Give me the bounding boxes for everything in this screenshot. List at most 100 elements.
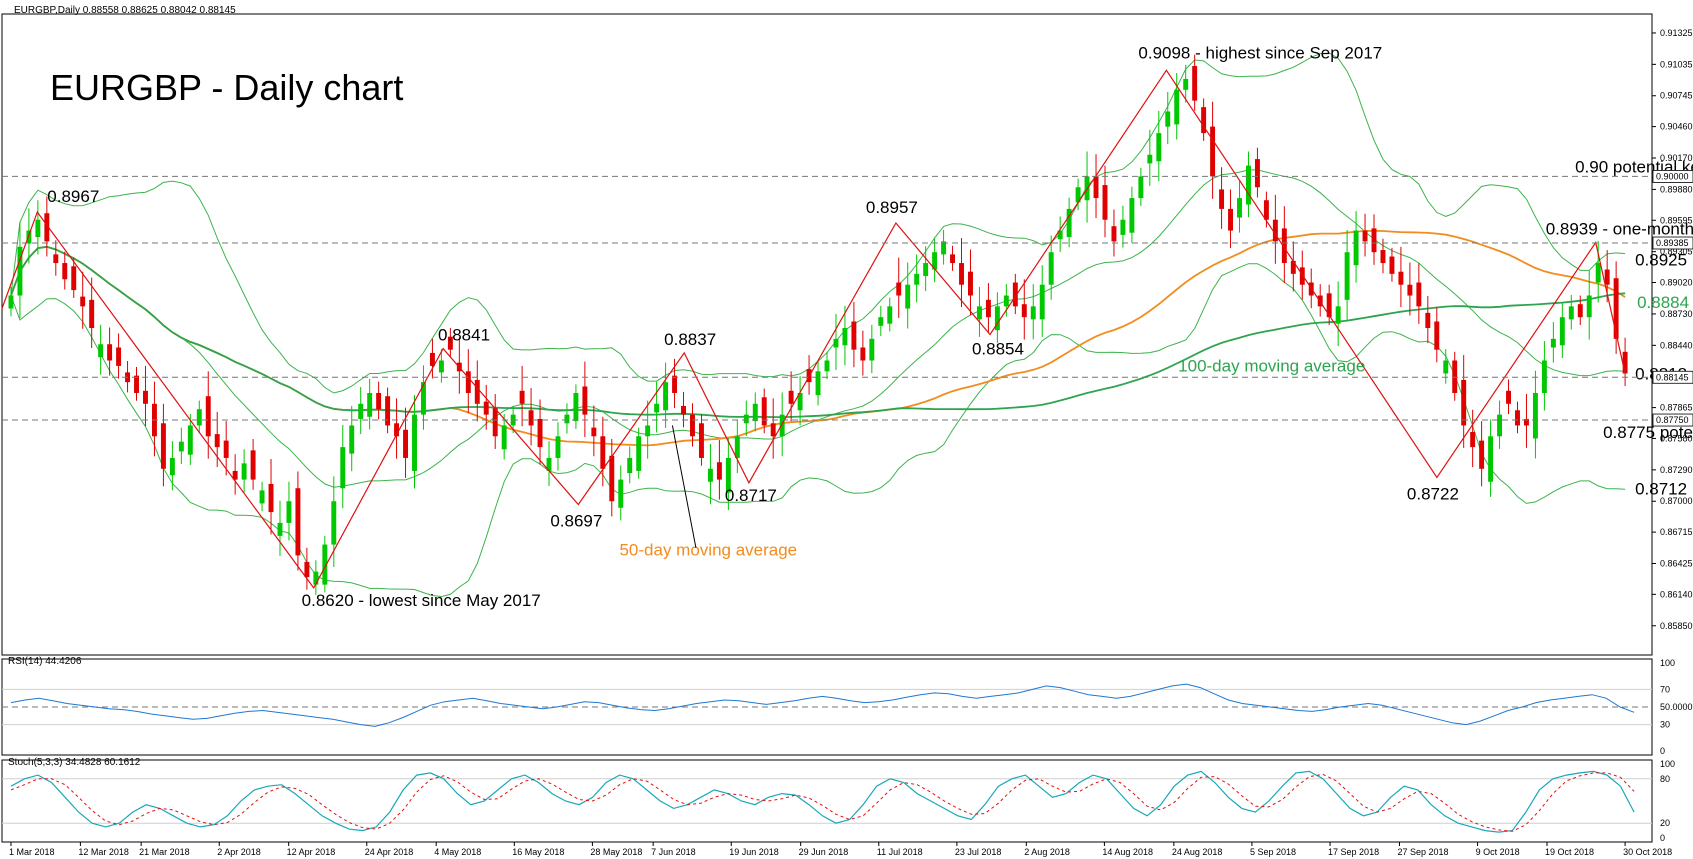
candle-body <box>1506 390 1511 404</box>
candle-body <box>1497 414 1503 437</box>
candle-body <box>394 423 400 437</box>
candle-body <box>1147 154 1153 164</box>
candle-body <box>349 425 355 454</box>
price-y-tick-label: 0.90170 <box>1660 153 1693 163</box>
price-tag-label: 0.90000 <box>1656 171 1689 181</box>
candle-body <box>1479 440 1485 469</box>
candle-body <box>1066 208 1072 238</box>
candle-body <box>17 246 23 296</box>
label-low-0-8697: 0.8697 <box>550 511 602 530</box>
price-y-tick-label: 0.87000 <box>1660 496 1693 506</box>
rsi-y-tick-label: 0 <box>1660 746 1665 756</box>
candle-body <box>313 571 319 585</box>
candle-body <box>950 254 956 264</box>
candle-body <box>232 470 238 480</box>
price-tag-box <box>1652 370 1693 384</box>
candle-body <box>483 401 489 415</box>
candle-body <box>994 306 1000 331</box>
candle-body <box>501 425 507 450</box>
label-high-0-8957: 0.8957 <box>866 198 918 217</box>
candle-body <box>223 440 229 458</box>
price-tag-label: 0.88145 <box>1656 372 1689 382</box>
candle-body <box>1111 226 1117 242</box>
stoch-header: Stoch(5,3,3) 34.4828 60.1612 <box>8 757 141 768</box>
x-tick-label: 11 Jul 2018 <box>877 847 923 857</box>
price-y-tick-label: 0.86425 <box>1660 559 1693 569</box>
candle-body <box>716 462 722 480</box>
candle-body <box>743 414 749 424</box>
candle-body <box>412 414 417 471</box>
symbol-header: EURGBP,Daily 0.88558 0.88625 0.88042 0.8… <box>14 5 236 16</box>
candle-body <box>1057 230 1063 240</box>
candle-body <box>932 252 938 270</box>
candle-body <box>959 263 964 285</box>
candle-body <box>519 390 525 404</box>
price-y-tick-label: 0.89020 <box>1660 278 1693 288</box>
price-y-tick-label: 0.90745 <box>1660 91 1693 101</box>
candle-body <box>1120 219 1126 235</box>
price-y-tick-label: 0.87290 <box>1660 465 1693 475</box>
price-y-tick-label: 0.88730 <box>1660 309 1693 319</box>
candle-body <box>1183 78 1189 90</box>
x-tick-label: 4 May 2018 <box>434 847 481 857</box>
stoch-panel-frame <box>1 759 1653 843</box>
label-low-0-8722: 0.8722 <box>1407 484 1459 503</box>
candle-body <box>681 405 686 415</box>
candle-body <box>1532 392 1538 439</box>
candle-body <box>663 382 669 411</box>
candle-body <box>474 379 480 404</box>
candle-body <box>815 371 821 396</box>
candle-body <box>376 392 382 410</box>
candle-body <box>627 457 633 474</box>
label-level-0-8712: 0.8712 <box>1635 479 1687 498</box>
stoch-signal-line <box>10 772 1635 832</box>
candle-body <box>1613 278 1619 339</box>
candle-body <box>1622 351 1628 374</box>
candle-body <box>609 455 615 502</box>
candle-body <box>985 299 991 318</box>
candle-body <box>1246 165 1251 205</box>
price-y-tick-label: 0.85850 <box>1660 621 1693 631</box>
candle-body <box>1362 230 1368 242</box>
candle-body <box>1443 360 1449 374</box>
candle-body <box>1174 89 1180 125</box>
candle-body <box>304 561 310 578</box>
candle-body <box>1586 295 1592 318</box>
candle-body <box>761 397 767 426</box>
candle-body <box>1389 256 1395 274</box>
candle-body <box>268 483 274 513</box>
candle-body <box>107 344 113 361</box>
price-panel-frame <box>1 13 1653 656</box>
candle-body <box>1595 263 1601 283</box>
price-y-tick-label: 0.89880 <box>1660 184 1693 194</box>
x-tick-label: 1 Mar 2018 <box>9 847 55 857</box>
candle-body <box>214 434 220 448</box>
candle-body <box>250 450 256 480</box>
x-tick-label: 19 Jun 2018 <box>729 847 779 857</box>
candle-body <box>797 392 803 411</box>
stoch-y-tick-label: 0 <box>1660 833 1665 843</box>
candle-body <box>1299 267 1305 285</box>
rsi-y-tick-label: 50.0000 <box>1660 702 1693 712</box>
candle-body <box>1048 252 1054 285</box>
candle-body <box>367 392 373 417</box>
candle-body <box>654 403 660 413</box>
candle-body <box>421 382 426 415</box>
candle-body <box>591 427 597 437</box>
candle-body <box>1335 306 1341 324</box>
candle-body <box>1515 410 1520 426</box>
candle-body <box>1254 159 1260 188</box>
candle-body <box>1003 295 1009 307</box>
x-tick-label: 14 Aug 2018 <box>1102 847 1153 857</box>
candle-body <box>1030 306 1036 320</box>
candle-body <box>851 321 857 350</box>
candle-body <box>976 306 982 320</box>
candle-body <box>1228 208 1233 231</box>
candle-body <box>1461 379 1467 426</box>
candle-body <box>331 501 337 545</box>
candle-body <box>896 282 902 296</box>
candle-body <box>752 403 758 422</box>
candle-body <box>1129 198 1135 233</box>
x-tick-label: 17 Sep 2018 <box>1328 847 1379 857</box>
